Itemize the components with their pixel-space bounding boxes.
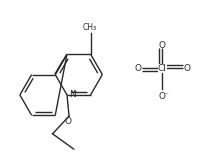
Text: Cl: Cl: [158, 64, 167, 73]
Text: O: O: [183, 64, 190, 73]
Text: +: +: [71, 89, 76, 94]
Text: O: O: [65, 117, 72, 126]
Text: N: N: [69, 90, 75, 99]
Text: CH₃: CH₃: [82, 23, 97, 32]
Text: O: O: [159, 92, 166, 101]
Text: O: O: [134, 64, 141, 73]
Text: O: O: [159, 41, 166, 50]
Text: ⁻: ⁻: [165, 92, 169, 99]
